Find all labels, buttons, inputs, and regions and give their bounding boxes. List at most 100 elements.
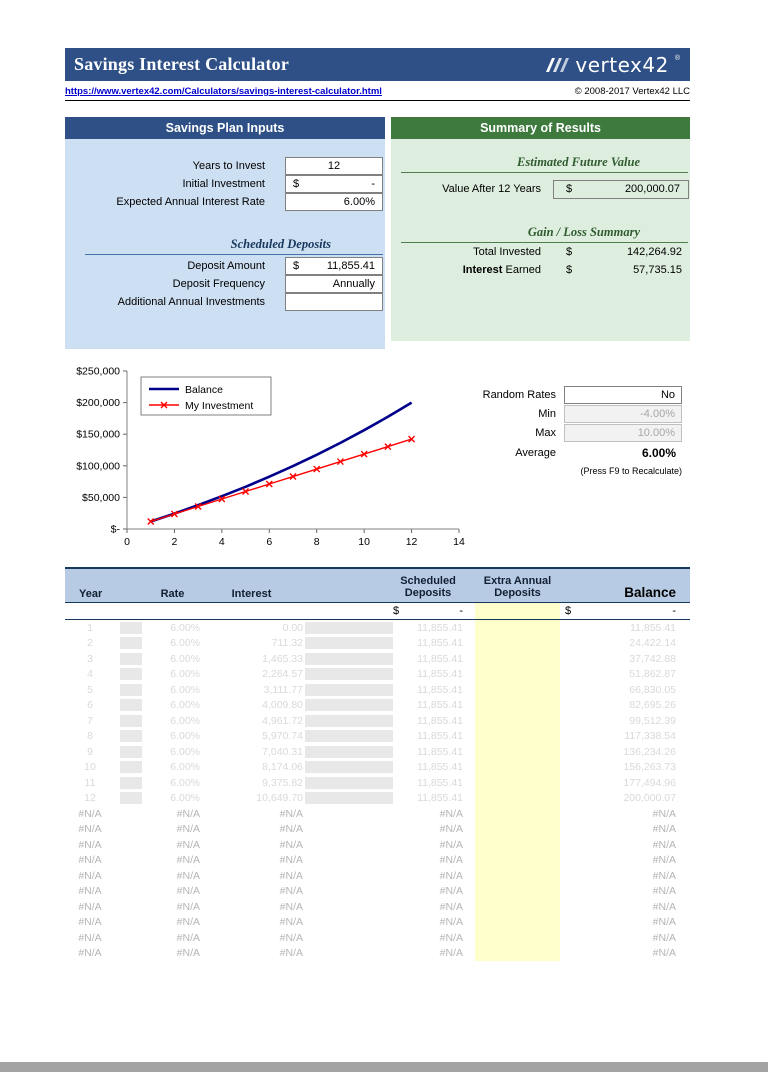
cell-scheduled-deposit: #N/A xyxy=(439,838,463,851)
interest-rate-input[interactable]: 6.00% xyxy=(285,192,383,211)
cell-rate: 6.00% xyxy=(170,683,200,696)
max-rate-input[interactable]: 10.00% xyxy=(564,423,682,442)
additional-investments-input[interactable] xyxy=(285,292,383,311)
min-rate-label: Min xyxy=(538,407,556,420)
dollar-sign: $ xyxy=(566,183,573,195)
cell-rate-shaded xyxy=(115,668,145,681)
cell-extra-deposit[interactable] xyxy=(475,697,560,713)
scheduled-deposit-start-cell: $ - xyxy=(393,605,463,617)
cell-rate-shaded xyxy=(115,683,145,696)
cell-extra-deposit[interactable] xyxy=(475,713,560,729)
vertex42-brand: vertex42 ® xyxy=(543,53,680,77)
table-row-na: #N/A #N/A #N/A #N/A #N/A xyxy=(65,930,690,946)
table-row-na: #N/A #N/A #N/A #N/A #N/A xyxy=(65,821,690,837)
results-table: Year Rate Interest Scheduled Deposits Ext… xyxy=(65,567,690,961)
svg-text:4: 4 xyxy=(219,536,225,548)
cell-balance: #N/A xyxy=(652,838,676,851)
cell-extra-deposit[interactable] xyxy=(475,806,560,822)
cell-extra-deposit[interactable] xyxy=(475,744,560,760)
cell-scheduled-deposit: #N/A xyxy=(439,916,463,929)
table-row-na: #N/A #N/A #N/A #N/A #N/A xyxy=(65,883,690,899)
deposit-amount-value: 11,855.41 xyxy=(326,259,375,272)
cell-extra-deposit[interactable] xyxy=(475,914,560,930)
cell-year: #N/A xyxy=(78,807,102,820)
cell-rate: 6.00% xyxy=(170,652,200,665)
document-page: Savings Interest Calculator vertex42 ® h… xyxy=(65,48,690,961)
table-row: 11 6.00% 9,375.82 11,855.41 177,494.96 xyxy=(65,775,690,791)
cell-year: #N/A xyxy=(78,900,102,913)
deposit-frequency-label: Deposit Frequency xyxy=(172,278,265,290)
cell-extra-deposit[interactable] xyxy=(475,852,560,868)
total-invested-amount: 142,264.92 xyxy=(626,246,682,258)
table-row: 7 6.00% 4,961.72 11,855.41 99,512.39 xyxy=(65,713,690,729)
brand-trademark: ® xyxy=(674,55,680,62)
value-after-years-label: Value After 12 Years xyxy=(442,183,541,195)
cell-interest: 1,465.33 xyxy=(262,652,303,665)
cell-extra-deposit[interactable] xyxy=(475,930,560,946)
table-row-na: #N/A #N/A #N/A #N/A #N/A xyxy=(65,806,690,822)
cell-extra-deposit[interactable] xyxy=(475,868,560,884)
table-row: 8 6.00% 5,970.74 11,855.41 117,338.54 xyxy=(65,728,690,744)
cell-extra-deposit[interactable] xyxy=(475,635,560,651)
cell-balance: #N/A xyxy=(652,807,676,820)
summary-of-results-panel: Summary of Results Estimated Future Valu… xyxy=(391,117,690,341)
cell-year: #N/A xyxy=(78,869,102,882)
cell-extra-deposit[interactable] xyxy=(475,728,560,744)
cell-extra-deposit[interactable] xyxy=(475,837,560,853)
cell-rate: 6.00% xyxy=(170,730,200,743)
table-row: 3 6.00% 1,465.33 11,855.41 37,742.88 xyxy=(65,651,690,667)
random-rates-select[interactable]: No xyxy=(564,385,682,404)
vertex42-link[interactable]: https://www.vertex42.com/Calculators/sav… xyxy=(65,86,382,97)
cell-balance: 117,338.54 xyxy=(624,730,676,743)
initial-investment-label: Initial Investment xyxy=(182,178,265,190)
table-row-na: #N/A #N/A #N/A #N/A #N/A xyxy=(65,899,690,915)
cell-rate: #N/A xyxy=(176,838,200,851)
cell-year: 6 xyxy=(87,699,93,712)
deposit-amount-input[interactable]: $11,855.41 xyxy=(285,256,383,275)
initial-investment-input[interactable]: $ - xyxy=(285,174,383,193)
cell-extra-deposit[interactable] xyxy=(475,620,560,636)
savings-plan-inputs-panel: Savings Plan Inputs Years to Invest 12 I… xyxy=(65,117,385,349)
cell-interest: 2,264.57 xyxy=(262,668,303,681)
svg-text:14: 14 xyxy=(453,536,465,548)
cell-extra-deposit[interactable] xyxy=(475,790,560,806)
cell-extra-deposit[interactable] xyxy=(475,899,560,915)
cell-scheduled-deposit: 11,855.41 xyxy=(417,621,463,634)
svg-text:$100,000: $100,000 xyxy=(76,460,120,472)
deposit-amount-label: Deposit Amount xyxy=(187,260,265,272)
cell-rate: #N/A xyxy=(176,900,200,913)
table-row: 5 6.00% 3,111.77 11,855.41 66,830.05 xyxy=(65,682,690,698)
cell-extra-deposit[interactable] xyxy=(475,821,560,837)
cell-extra-deposit[interactable] xyxy=(475,775,560,791)
cell-extra-deposit[interactable] xyxy=(475,883,560,899)
cell-extra-deposit[interactable] xyxy=(475,666,560,682)
cell-shaded xyxy=(303,668,393,681)
table-row-na: #N/A #N/A #N/A #N/A #N/A xyxy=(65,914,690,930)
col-header-balance: Balance xyxy=(624,585,676,600)
col-header-scheduled-deposits: Scheduled Deposits xyxy=(400,574,456,600)
table-body: 1 6.00% 0.00 11,855.41 11,855.41 2 6.00%… xyxy=(65,620,690,961)
dollar-sign: $ xyxy=(566,264,573,276)
recalculate-note: (Press F9 to Recalculate) xyxy=(580,466,682,476)
cell-extra-deposit[interactable] xyxy=(475,759,560,775)
interest-earned-label: Interest Earned xyxy=(391,264,541,276)
cell-extra-deposit[interactable] xyxy=(475,603,560,619)
cell-scheduled-deposit: 11,855.41 xyxy=(417,776,463,789)
years-to-invest-input[interactable]: 12 xyxy=(285,156,383,175)
cell-rate-shaded xyxy=(115,792,145,805)
cell-scheduled-deposit: #N/A xyxy=(439,807,463,820)
cell-extra-deposit[interactable] xyxy=(475,651,560,667)
cell-extra-deposit[interactable] xyxy=(475,682,560,698)
cell-rate-shaded xyxy=(115,637,145,650)
cell-year: 10 xyxy=(84,761,96,774)
cell-scheduled-deposit: 11,855.41 xyxy=(417,668,463,681)
table-row-na: #N/A #N/A #N/A #N/A #N/A xyxy=(65,837,690,853)
summary-panel-header: Summary of Results xyxy=(391,117,690,139)
table-row-na: #N/A #N/A #N/A #N/A #N/A xyxy=(65,852,690,868)
min-rate-input[interactable]: -4.00% xyxy=(564,404,682,423)
cell-year: 7 xyxy=(87,714,93,727)
col-header-interest: Interest xyxy=(231,588,272,600)
cell-extra-deposit[interactable] xyxy=(475,945,560,961)
deposit-frequency-select[interactable]: Annually xyxy=(285,274,383,293)
cell-interest: #N/A xyxy=(279,807,303,820)
